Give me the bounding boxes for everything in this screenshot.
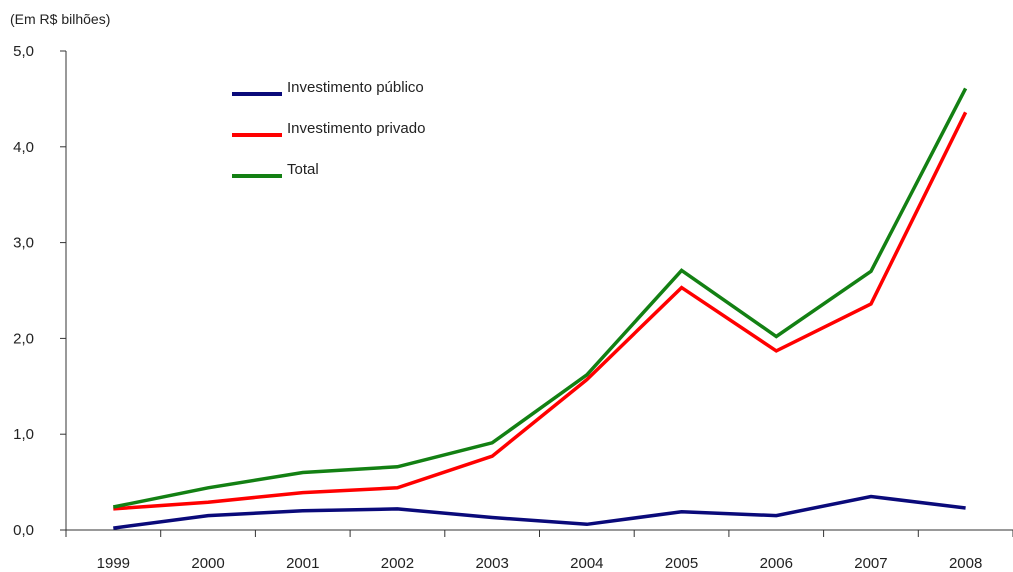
x-tick-label: 2001: [286, 555, 319, 572]
y-tick-label: 0,0: [13, 522, 34, 539]
legend-label: Total: [287, 161, 319, 178]
series-line-1: [113, 111, 968, 511]
y-tick-label: 5,0: [13, 43, 34, 60]
x-tick-label: 2000: [191, 555, 224, 572]
legend-label: Investimento privado: [287, 120, 425, 137]
x-tick-labels: 1999 2000 2001 2002 2003 2004 2005 2006 2007 2008: [97, 555, 983, 572]
series-line-0: [113, 494, 966, 530]
y-tick-labels: 0,0 1,0 2,0 3,0 4,0 5,0: [13, 43, 34, 539]
y-tick-label: 4,0: [13, 139, 34, 156]
axes: [60, 50, 1013, 537]
x-tick-label: 2002: [381, 555, 414, 572]
x-tick-label: 2006: [760, 555, 793, 572]
x-tick-label: 2004: [570, 555, 603, 572]
y-tick-label: 3,0: [13, 235, 34, 252]
y-tick-label: 2,0: [13, 330, 34, 347]
legend-label: Investimento público: [287, 79, 424, 96]
series-line-2: [112, 87, 968, 509]
x-tick-label: 1999: [97, 555, 130, 572]
x-tick-label: 2007: [854, 555, 887, 572]
x-tick-label: 2003: [475, 555, 508, 572]
y-tick-label: 1,0: [13, 426, 34, 443]
x-tick-label: 2008: [949, 555, 982, 572]
legend: Investimento público Investimento privado…: [232, 79, 425, 178]
series-lines: [112, 87, 968, 530]
unit-label: (Em R$ bilhões): [10, 11, 110, 27]
x-tick-label: 2005: [665, 555, 698, 572]
